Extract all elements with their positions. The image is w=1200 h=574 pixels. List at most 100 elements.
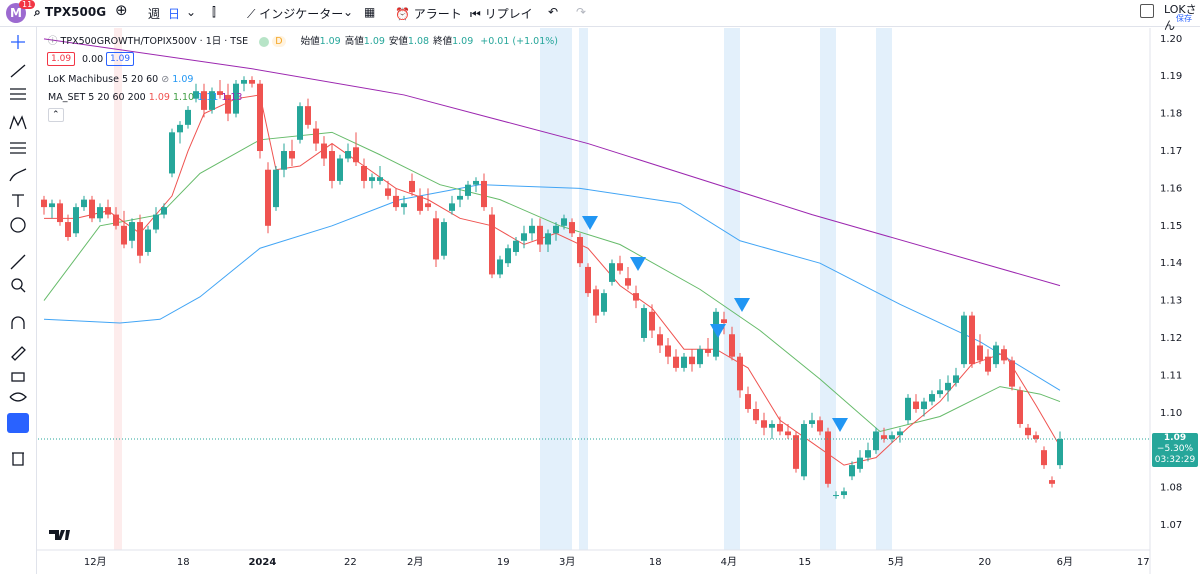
candle-body: [777, 423, 783, 432]
candle-body: [137, 222, 143, 256]
replay-button[interactable]: ⏮ リプレイ: [470, 7, 533, 21]
y-tick-label: 1.17: [1160, 146, 1182, 157]
candle-body: [1001, 349, 1007, 361]
candle-body: [985, 356, 991, 372]
indicators-menu[interactable]: ⌄: [343, 5, 354, 19]
candle-body: [1017, 390, 1023, 424]
ohlc: 始値1.09 高値1.09 安値1.08 終値1.09: [301, 36, 478, 47]
candle-body: [553, 225, 559, 234]
ma-legend: MA_SET 5 20 60 200 1.09 1.10 1.11 1.13: [48, 92, 242, 103]
save[interactable]: 保存: [1176, 14, 1192, 23]
last-change: −5.30%: [1156, 444, 1194, 454]
ruler[interactable]: [10, 254, 26, 270]
interval-menu[interactable]: ⌄: [186, 5, 197, 19]
candle-body: [673, 356, 679, 368]
candle-body: [649, 311, 655, 331]
day[interactable]: 日: [168, 7, 181, 21]
trend-line[interactable]: [10, 64, 26, 78]
candle-body: [801, 423, 807, 477]
candle-body: [569, 222, 575, 234]
week[interactable]: 週: [148, 7, 161, 21]
zoom[interactable]: [11, 278, 26, 293]
x-tick-label: 5月: [888, 556, 904, 568]
indicators-button[interactable]: ⟋ インジケーター: [247, 7, 344, 21]
candle-body: [825, 431, 831, 484]
link-tool[interactable]: [7, 413, 29, 433]
candle-body: [785, 431, 791, 436]
candle-body: [681, 356, 687, 368]
candle-body: [593, 289, 599, 316]
candle-body: [185, 109, 191, 125]
candle-body: [993, 345, 999, 365]
candle-body: [665, 345, 671, 357]
layout-checkbox[interactable]: [1140, 4, 1154, 18]
pattern[interactable]: [9, 115, 27, 130]
ohlc-value: 1.09: [452, 36, 474, 47]
candle-body: [1049, 480, 1055, 484]
candle-body: [897, 431, 903, 436]
x-tick-label: 3月: [559, 556, 575, 568]
alert: アラート: [413, 7, 462, 21]
candle-body: [753, 409, 759, 421]
candle-body: [465, 184, 471, 196]
y-tick-label: 1.16: [1160, 183, 1182, 194]
candle-body: [329, 151, 335, 181]
candle-body: [233, 83, 239, 114]
layouts[interactable]: ▦: [364, 5, 376, 19]
tv-logo: [49, 530, 70, 540]
candle-body: [145, 229, 151, 252]
candle-body: [489, 214, 495, 275]
candle-body: [457, 195, 463, 200]
moving-average: [43, 131, 1061, 433]
user[interactable]: LOKさん: [1164, 3, 1197, 32]
candle-body: [65, 222, 71, 238]
crosshair[interactable]: [11, 35, 25, 49]
emoji[interactable]: [10, 217, 26, 233]
x-tick-label: 2月: [407, 556, 423, 568]
candle-body: [121, 225, 127, 245]
visibility[interactable]: [9, 392, 27, 402]
buy-box[interactable]: 1.09: [106, 52, 135, 66]
text-tool[interactable]: [12, 194, 24, 207]
lock-draw[interactable]: [11, 346, 26, 361]
x-tick-label: 19: [497, 557, 510, 568]
projection[interactable]: [10, 142, 26, 154]
candle-body: [865, 450, 871, 458]
magnet[interactable]: [11, 316, 25, 329]
alert-button[interactable]: ⏰ アラート: [395, 7, 462, 21]
candle-body: [585, 266, 591, 294]
candle-body: [129, 222, 135, 241]
sell-box[interactable]: 1.09: [47, 52, 76, 66]
candle-body: [177, 124, 183, 133]
collapse-legend[interactable]: ⌃: [48, 108, 64, 122]
candle-body: [529, 225, 535, 234]
candle-body: [313, 128, 319, 144]
candle-body: [49, 203, 55, 208]
ohlc-label: 安値: [388, 36, 408, 47]
candle-body: [345, 151, 351, 159]
redo[interactable]: ↷: [576, 5, 587, 19]
fib[interactable]: [10, 88, 26, 100]
candle-body: [417, 195, 423, 211]
undo[interactable]: ↶: [548, 5, 559, 19]
trash[interactable]: [12, 452, 24, 466]
lock[interactable]: [11, 372, 25, 382]
x-tick-label: 18: [649, 557, 662, 568]
brush[interactable]: [9, 168, 27, 182]
candle-body: [353, 147, 359, 163]
indicator-name: MA_SET 5 20 60 200: [48, 92, 146, 103]
candle-body: [225, 94, 231, 114]
candle-body: [497, 259, 503, 275]
last-price-label: 1.09 −5.30% 03:32:29: [1152, 433, 1198, 467]
x-tick-label: 15: [798, 557, 811, 568]
highlight-bands: [114, 28, 892, 550]
x-tick-label: 20: [978, 557, 991, 568]
spread: 0.00: [82, 54, 104, 65]
left-toolbar: [0, 27, 37, 574]
candle-body: [849, 465, 855, 477]
chart-type[interactable]: ⫿: [212, 5, 216, 19]
ohlc-value: 1.09: [319, 36, 341, 47]
symbol-search[interactable]: ⌕ TPX500G: [34, 5, 107, 19]
add-symbol[interactable]: ⊕: [115, 1, 128, 19]
candle-body: [889, 435, 895, 439]
